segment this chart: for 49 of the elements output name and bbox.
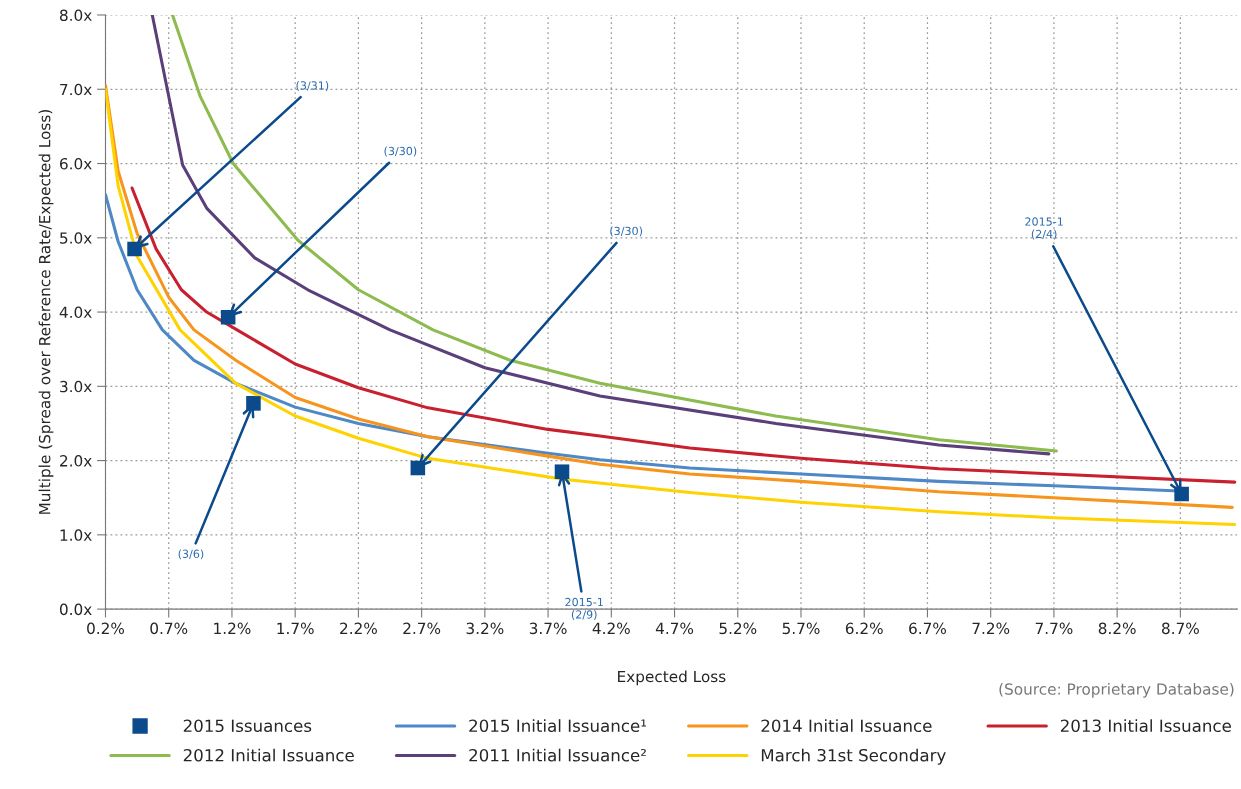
y-tick-label: 0.0x <box>59 603 92 616</box>
annotation: (3/30) <box>384 146 417 157</box>
legend-label: March 31st Secondary <box>761 748 946 765</box>
point <box>410 460 426 476</box>
x-tick-label: 5.7% <box>782 622 820 635</box>
y-axis-title: Multiple (Spread over Reference Rate/Expected Loss) <box>38 110 54 514</box>
x-tick-label: 7.2% <box>972 622 1010 635</box>
x-tick-label: 0.7% <box>150 622 188 635</box>
y-tick-label: 2.0x <box>60 455 92 467</box>
x-tick-label: 7.7% <box>1035 622 1073 635</box>
y-tick-label: 7.0x <box>60 83 92 96</box>
point <box>1174 486 1189 502</box>
x-tick-label: 3.2% <box>466 622 504 635</box>
y-tick-label: 8.0x <box>59 9 92 22</box>
x-tick-label: 5.2% <box>719 622 757 635</box>
x-tick-label: 0.2% <box>87 622 125 635</box>
text: (Source: Proprietary Database) <box>999 682 1234 698</box>
x-tick-label: 8.7% <box>1162 622 1199 635</box>
annotation: 2015-1 (2/9) <box>565 597 603 620</box>
y-tick-label: 6.0x <box>60 157 92 170</box>
x-tick-label: 1.2% <box>214 622 251 635</box>
x-tick-label: 6.7% <box>909 622 947 635</box>
x-tick-label: 2.2% <box>340 622 377 635</box>
x-tick-label: 8.2% <box>1098 622 1136 635</box>
point <box>246 396 261 411</box>
legend-label: 2011 Initial Issuance² <box>469 748 646 762</box>
x-tick-label: 6.2% <box>845 622 883 635</box>
x-tick-label: 3.7% <box>529 622 567 635</box>
point <box>554 464 570 479</box>
x-tick-label: 1.7% <box>277 622 314 635</box>
y-tick-label: 4.0x <box>59 306 92 319</box>
x-axis-title: Expected Loss <box>618 670 726 686</box>
annotation: (3/6) <box>178 549 204 560</box>
legend-label: 2015 Initial Issuance¹ <box>469 719 647 733</box>
legend-label: 2014 Initial Issuance <box>761 719 932 733</box>
y-tick-label: 3.0x <box>60 380 92 393</box>
y-tick-label: 1.0x <box>60 529 92 541</box>
x-tick-label: 4.2% <box>592 622 630 635</box>
x-tick-label: 4.7% <box>655 622 694 635</box>
annotation: 2015-1 (2/4) <box>1025 217 1063 240</box>
legend-label: 2012 Initial Issuance <box>183 748 354 762</box>
legend-label: 2015 Issuances <box>183 719 312 733</box>
point <box>220 309 236 325</box>
legend-label: 2013 Initial Issuance <box>1060 719 1231 733</box>
annotation: (3/30) <box>610 226 643 237</box>
y-tick-label: 5.0x <box>60 232 92 244</box>
annotation: (3/31) <box>296 81 329 91</box>
x-tick-label: 2.7% <box>403 622 441 635</box>
point <box>127 241 142 257</box>
